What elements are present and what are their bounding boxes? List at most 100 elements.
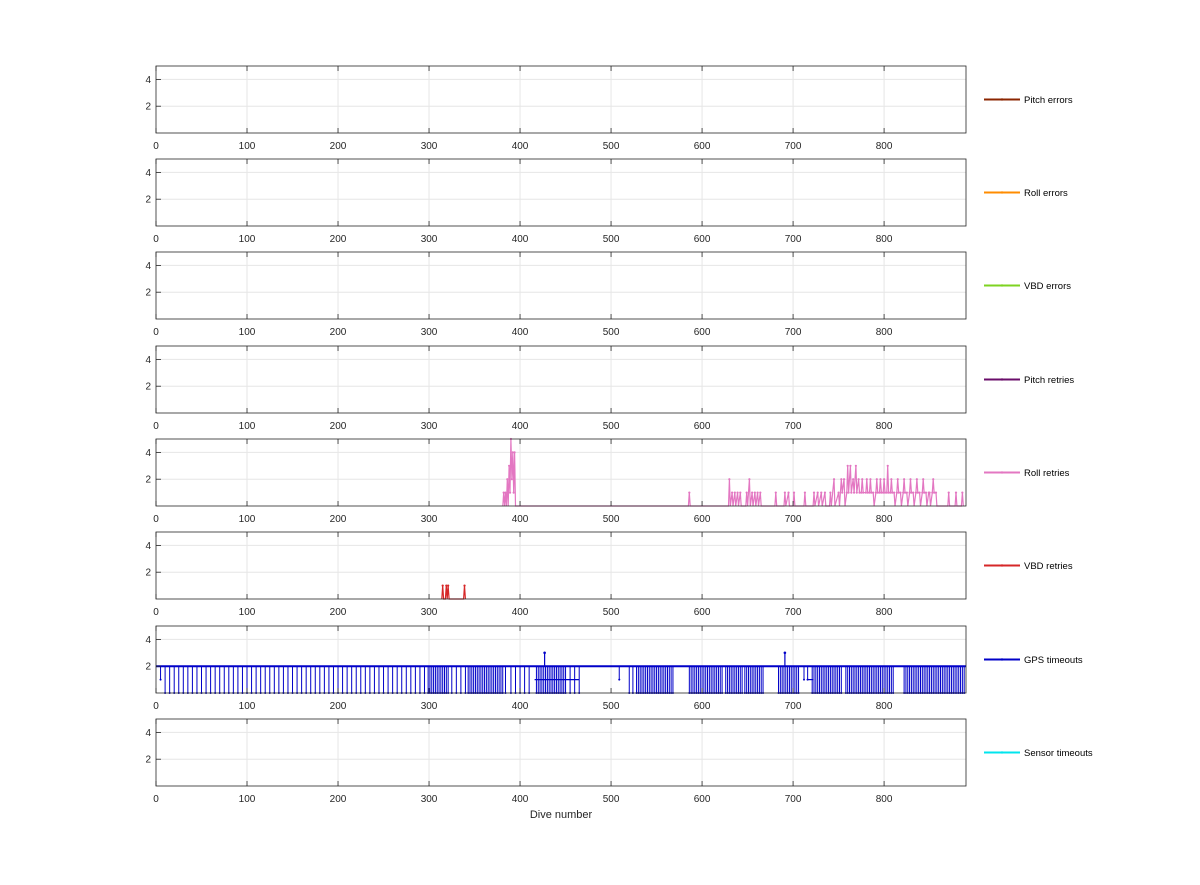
- data-point: [891, 491, 894, 494]
- x-tick-label: 0: [153, 421, 159, 432]
- data-point: [463, 584, 466, 587]
- x-tick-label: 500: [603, 421, 620, 432]
- y-tick-label: 2: [145, 288, 151, 299]
- data-point: [910, 491, 913, 494]
- data-point: [837, 491, 840, 494]
- legend-6: VBD retries: [984, 561, 1073, 572]
- x-tick-label: 500: [603, 794, 620, 805]
- data-point: [803, 491, 807, 494]
- data-point: [739, 491, 742, 494]
- x-tick-label: 200: [330, 421, 347, 432]
- legend-7: GPS timeouts: [984, 655, 1083, 666]
- data-point: [842, 478, 846, 481]
- data-point: [870, 491, 873, 494]
- data-point: [511, 451, 514, 454]
- legend-1: Pitch errors: [984, 95, 1073, 106]
- x-tick-label: 0: [153, 141, 159, 152]
- data-point: [731, 491, 734, 494]
- data-point: [923, 491, 926, 494]
- data-point: [783, 491, 786, 494]
- y-tick-label: 2: [145, 568, 151, 579]
- x-tick-label: 200: [330, 794, 347, 805]
- data-point: [887, 491, 890, 494]
- data-point: [890, 478, 893, 481]
- data-point: [840, 478, 843, 481]
- data-point: [816, 491, 819, 494]
- legend-4: Pitch retries: [984, 375, 1074, 386]
- data-point: [787, 491, 790, 494]
- data-point: [895, 491, 898, 494]
- x-tick-label: 400: [512, 794, 529, 805]
- y-tick-label: 2: [145, 755, 151, 766]
- data-point: [879, 478, 882, 481]
- legend-marker: [1000, 564, 1004, 567]
- x-tick-label: 500: [603, 141, 620, 152]
- x-tick-label: 600: [694, 421, 711, 432]
- x-tick-label: 200: [330, 607, 347, 618]
- x-tick-label: 300: [421, 421, 438, 432]
- data-point: [759, 491, 762, 494]
- data-point: [513, 451, 516, 454]
- data-point: [893, 491, 896, 494]
- x-tick-label: 200: [330, 701, 347, 712]
- data-point: [832, 478, 836, 481]
- legend-label: Roll errors: [1024, 188, 1068, 199]
- data-point: [874, 491, 877, 494]
- x-tick-label: 800: [876, 327, 893, 338]
- subplot-6: 2 4 0 100 200 300 400 500 600 700 800 VBD retries: [145, 531, 1073, 618]
- data-point: [803, 678, 805, 681]
- x-tick-label: 100: [239, 607, 256, 618]
- data-point: [909, 478, 912, 481]
- plot-frame: [155, 625, 967, 694]
- data-point: [512, 491, 515, 494]
- data-point: [728, 478, 731, 481]
- data-point: [947, 491, 950, 494]
- data-point: [447, 584, 450, 587]
- x-tick-label: 300: [421, 701, 438, 712]
- y-tick-label: 4: [145, 261, 151, 272]
- legend-marker: [1000, 284, 1004, 287]
- data-point: [845, 491, 848, 494]
- x-tick-label: 800: [876, 607, 893, 618]
- data-point: [880, 491, 883, 494]
- data-point: [854, 464, 857, 467]
- x-tick-label: 700: [785, 701, 802, 712]
- data-point: [774, 491, 777, 494]
- data-point: [924, 491, 928, 494]
- subplot-5: 2 4 0 100 200 300 400 500 600 700 800 Roll retries: [145, 437, 1070, 525]
- x-tick-label: 0: [153, 701, 159, 712]
- legend-marker: [1000, 378, 1004, 381]
- y-tick-label: 4: [145, 635, 151, 646]
- x-tick-label: 300: [421, 327, 438, 338]
- data-point: [508, 464, 511, 467]
- x-tick-label: 0: [153, 514, 159, 525]
- x-tick-label: 200: [330, 234, 347, 245]
- x-tick-label: 700: [785, 514, 802, 525]
- data-point: [903, 491, 907, 494]
- legend-3: VBD errors: [984, 281, 1071, 292]
- data-point: [921, 491, 924, 494]
- x-tick-label: 800: [876, 514, 893, 525]
- y-tick-label: 4: [145, 75, 151, 86]
- legend-label: VBD errors: [1024, 281, 1071, 292]
- data-point: [855, 491, 858, 494]
- data-point: [866, 491, 869, 494]
- data-point: [841, 491, 844, 494]
- y-tick-label: 2: [145, 382, 151, 393]
- x-tick-label: 600: [694, 141, 711, 152]
- x-tick-label: 100: [239, 701, 256, 712]
- x-tick-label: 100: [239, 327, 256, 338]
- data-point: [441, 584, 444, 587]
- data-point: [733, 491, 736, 494]
- data-point: [783, 651, 787, 655]
- data-point: [868, 491, 871, 494]
- y-tick-label: 2: [145, 102, 151, 113]
- data-point: [961, 491, 964, 494]
- x-tick-label: 800: [876, 794, 893, 805]
- subplot-7: 2 4 0 100 200 300 400 500 600 700 800 GPS timeouts: [145, 625, 1083, 712]
- x-tick-label: 300: [421, 141, 438, 152]
- data-point: [878, 491, 881, 494]
- data-point: [885, 491, 888, 494]
- x-tick-label: 600: [694, 607, 711, 618]
